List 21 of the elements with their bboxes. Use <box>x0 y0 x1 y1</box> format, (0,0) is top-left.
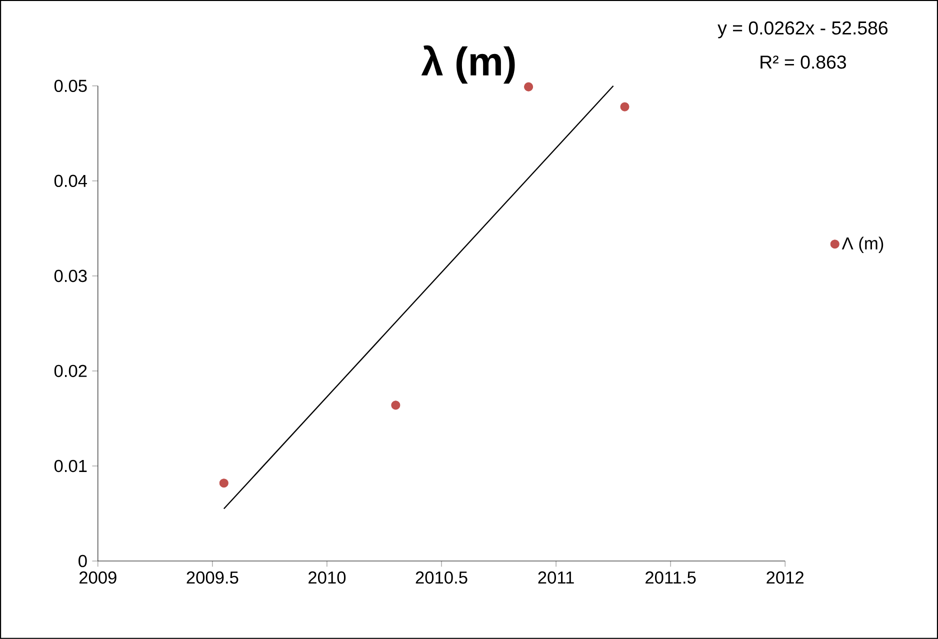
x-tick-label: 2009.5 <box>186 571 238 584</box>
x-tick-label: 2012 <box>766 571 804 584</box>
x-tick-label: 2011 <box>538 571 574 584</box>
x-tick-label: 2009 <box>79 571 116 584</box>
y-tick-label: 0.04 <box>54 174 87 188</box>
point <box>620 102 630 112</box>
chart-title: λ (m) <box>421 45 515 84</box>
point <box>219 478 228 488</box>
point <box>391 400 400 410</box>
x-tick-label: 2010.5 <box>416 571 468 584</box>
point <box>524 82 534 92</box>
y-tick-label: 0 <box>78 554 87 568</box>
y-tick-label: 0.05 <box>54 80 87 92</box>
y-tick-label: 0.01 <box>54 460 87 472</box>
x-tick-label: 2010 <box>308 571 346 584</box>
x-tick-label: 2011.5 <box>646 571 696 584</box>
text: R² = 0.863 <box>760 56 846 69</box>
y-tick-label: 0.02 <box>54 364 87 378</box>
text: y = 0.0262x - 52.586 <box>718 21 888 38</box>
y-tick-label: 0.03 <box>54 270 87 282</box>
legend-label: Λ (m) <box>842 236 884 254</box>
